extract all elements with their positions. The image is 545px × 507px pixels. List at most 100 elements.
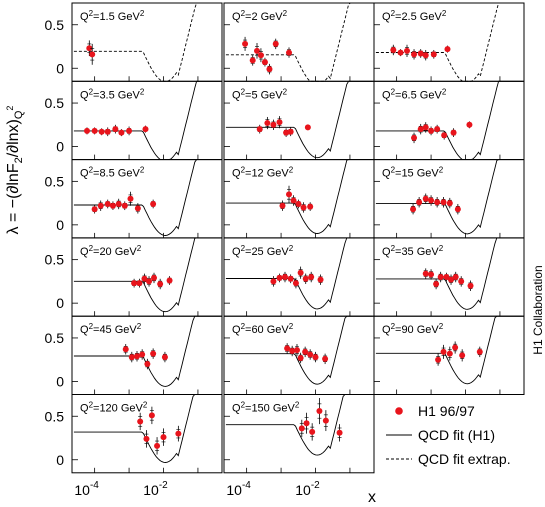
x-tick-label: 10-2 — [143, 480, 168, 498]
panel: Q2=12 GeV2 — [223, 159, 375, 239]
qcd-fit-curve — [225, 159, 373, 234]
data-point — [434, 199, 441, 206]
data-point — [300, 204, 307, 211]
data-point — [128, 354, 135, 361]
data-point — [404, 47, 411, 54]
data-point — [112, 126, 119, 133]
data-point — [137, 418, 144, 425]
legend: H1 96/97 QCD fit (H1) QCD fit extrap. — [386, 403, 511, 467]
data-point — [144, 361, 151, 368]
data-point — [86, 45, 93, 52]
panel-label: Q2=1.5 GeV2 — [80, 9, 145, 23]
data-point — [444, 46, 451, 53]
data-point — [304, 124, 311, 131]
data-point — [416, 199, 423, 206]
data-point — [316, 408, 323, 415]
data-point — [272, 40, 279, 47]
data-point — [276, 274, 283, 281]
data-point — [428, 197, 435, 204]
y-tick-label: 0 — [56, 373, 64, 389]
y-tick-label: 0.5 — [45, 408, 65, 424]
panel: Q2=150 GeV2 — [223, 394, 375, 474]
data-point — [302, 348, 309, 355]
panel: Q2=2 GeV2 — [223, 2, 375, 82]
data-point — [257, 52, 264, 59]
data-point — [303, 420, 310, 427]
data-point — [148, 412, 155, 419]
data-point — [139, 351, 146, 358]
data-point — [157, 281, 164, 288]
y-tick-label: 0 — [56, 217, 64, 233]
data-point — [270, 121, 277, 128]
panel: Q2=6.5 GeV2 — [373, 80, 525, 161]
data-point — [150, 200, 157, 207]
qcd-fit-curve — [375, 2, 523, 82]
data-point — [134, 205, 141, 212]
panel-frame — [373, 315, 525, 396]
data-point — [317, 276, 324, 283]
panel-label: Q2=60 GeV2 — [232, 322, 294, 336]
data-point — [336, 429, 343, 436]
data-point — [279, 202, 286, 209]
data-point — [290, 197, 297, 204]
data-point — [435, 356, 442, 363]
panel-label: Q2=15 GeV2 — [382, 166, 444, 180]
data-point — [166, 277, 173, 284]
data-point — [126, 127, 133, 134]
data-point — [411, 134, 418, 141]
data-point — [322, 355, 329, 362]
data-point — [161, 354, 168, 361]
data-point — [146, 278, 153, 285]
data-point — [84, 127, 91, 134]
data-point — [308, 274, 315, 281]
panel: 0 0.5 Q2=20 GeV2 — [45, 237, 223, 317]
panel-label: Q2=20 GeV2 — [80, 244, 142, 258]
qcd-fit-curve — [73, 237, 221, 313]
data-point — [286, 191, 293, 198]
legend-fit-label: QCD fit (H1) — [418, 427, 495, 443]
data-point — [287, 275, 294, 282]
data-point — [121, 202, 128, 209]
data-point — [430, 51, 437, 58]
data-point — [466, 121, 473, 128]
data-point — [98, 128, 105, 135]
data-point — [417, 126, 424, 133]
data-point — [143, 435, 150, 442]
data-point — [131, 280, 138, 287]
panel: Q2=35 GeV2 — [373, 237, 525, 317]
data-point — [281, 274, 288, 281]
legend-data-label: H1 96/97 — [418, 403, 475, 419]
y-tick-label: 0 — [56, 139, 64, 155]
panel-label: Q2=25 GeV2 — [232, 244, 294, 258]
data-point — [458, 278, 465, 285]
panel-label: Q2=5 GeV2 — [232, 87, 288, 101]
x-tick-label: 10-4 — [74, 480, 99, 498]
data-point — [270, 278, 277, 285]
panel-grid: 0 0.5 Q2=1.5 GeV2 Q2=2 GeV2 Q2=2.5 GeV2 0 0.5 Q… — [45, 2, 525, 498]
data-point — [115, 200, 122, 207]
data-point — [293, 347, 300, 354]
data-point — [411, 51, 418, 58]
panel: Q2=15 GeV2 — [373, 159, 525, 239]
data-point — [154, 442, 161, 449]
data-point — [295, 200, 302, 207]
data-point — [434, 126, 441, 133]
qcd-fit-curve — [225, 394, 373, 456]
data-point — [109, 202, 116, 209]
data-point — [89, 51, 96, 58]
data-point — [283, 129, 290, 136]
data-point — [151, 274, 158, 281]
qcd-fit-curve — [375, 315, 523, 385]
panel-label: Q2=2 GeV2 — [232, 9, 288, 23]
data-point — [254, 47, 261, 54]
data-point — [452, 274, 459, 281]
data-point — [476, 348, 483, 355]
panel: Q2=2.5 GeV2 — [373, 2, 525, 82]
data-point — [422, 124, 429, 131]
data-point — [446, 350, 453, 357]
data-point — [91, 206, 98, 213]
data-point — [441, 132, 448, 139]
y-tick-label: 0.5 — [45, 95, 65, 111]
data-point — [307, 351, 314, 358]
qcd-fit-curve — [375, 237, 523, 310]
